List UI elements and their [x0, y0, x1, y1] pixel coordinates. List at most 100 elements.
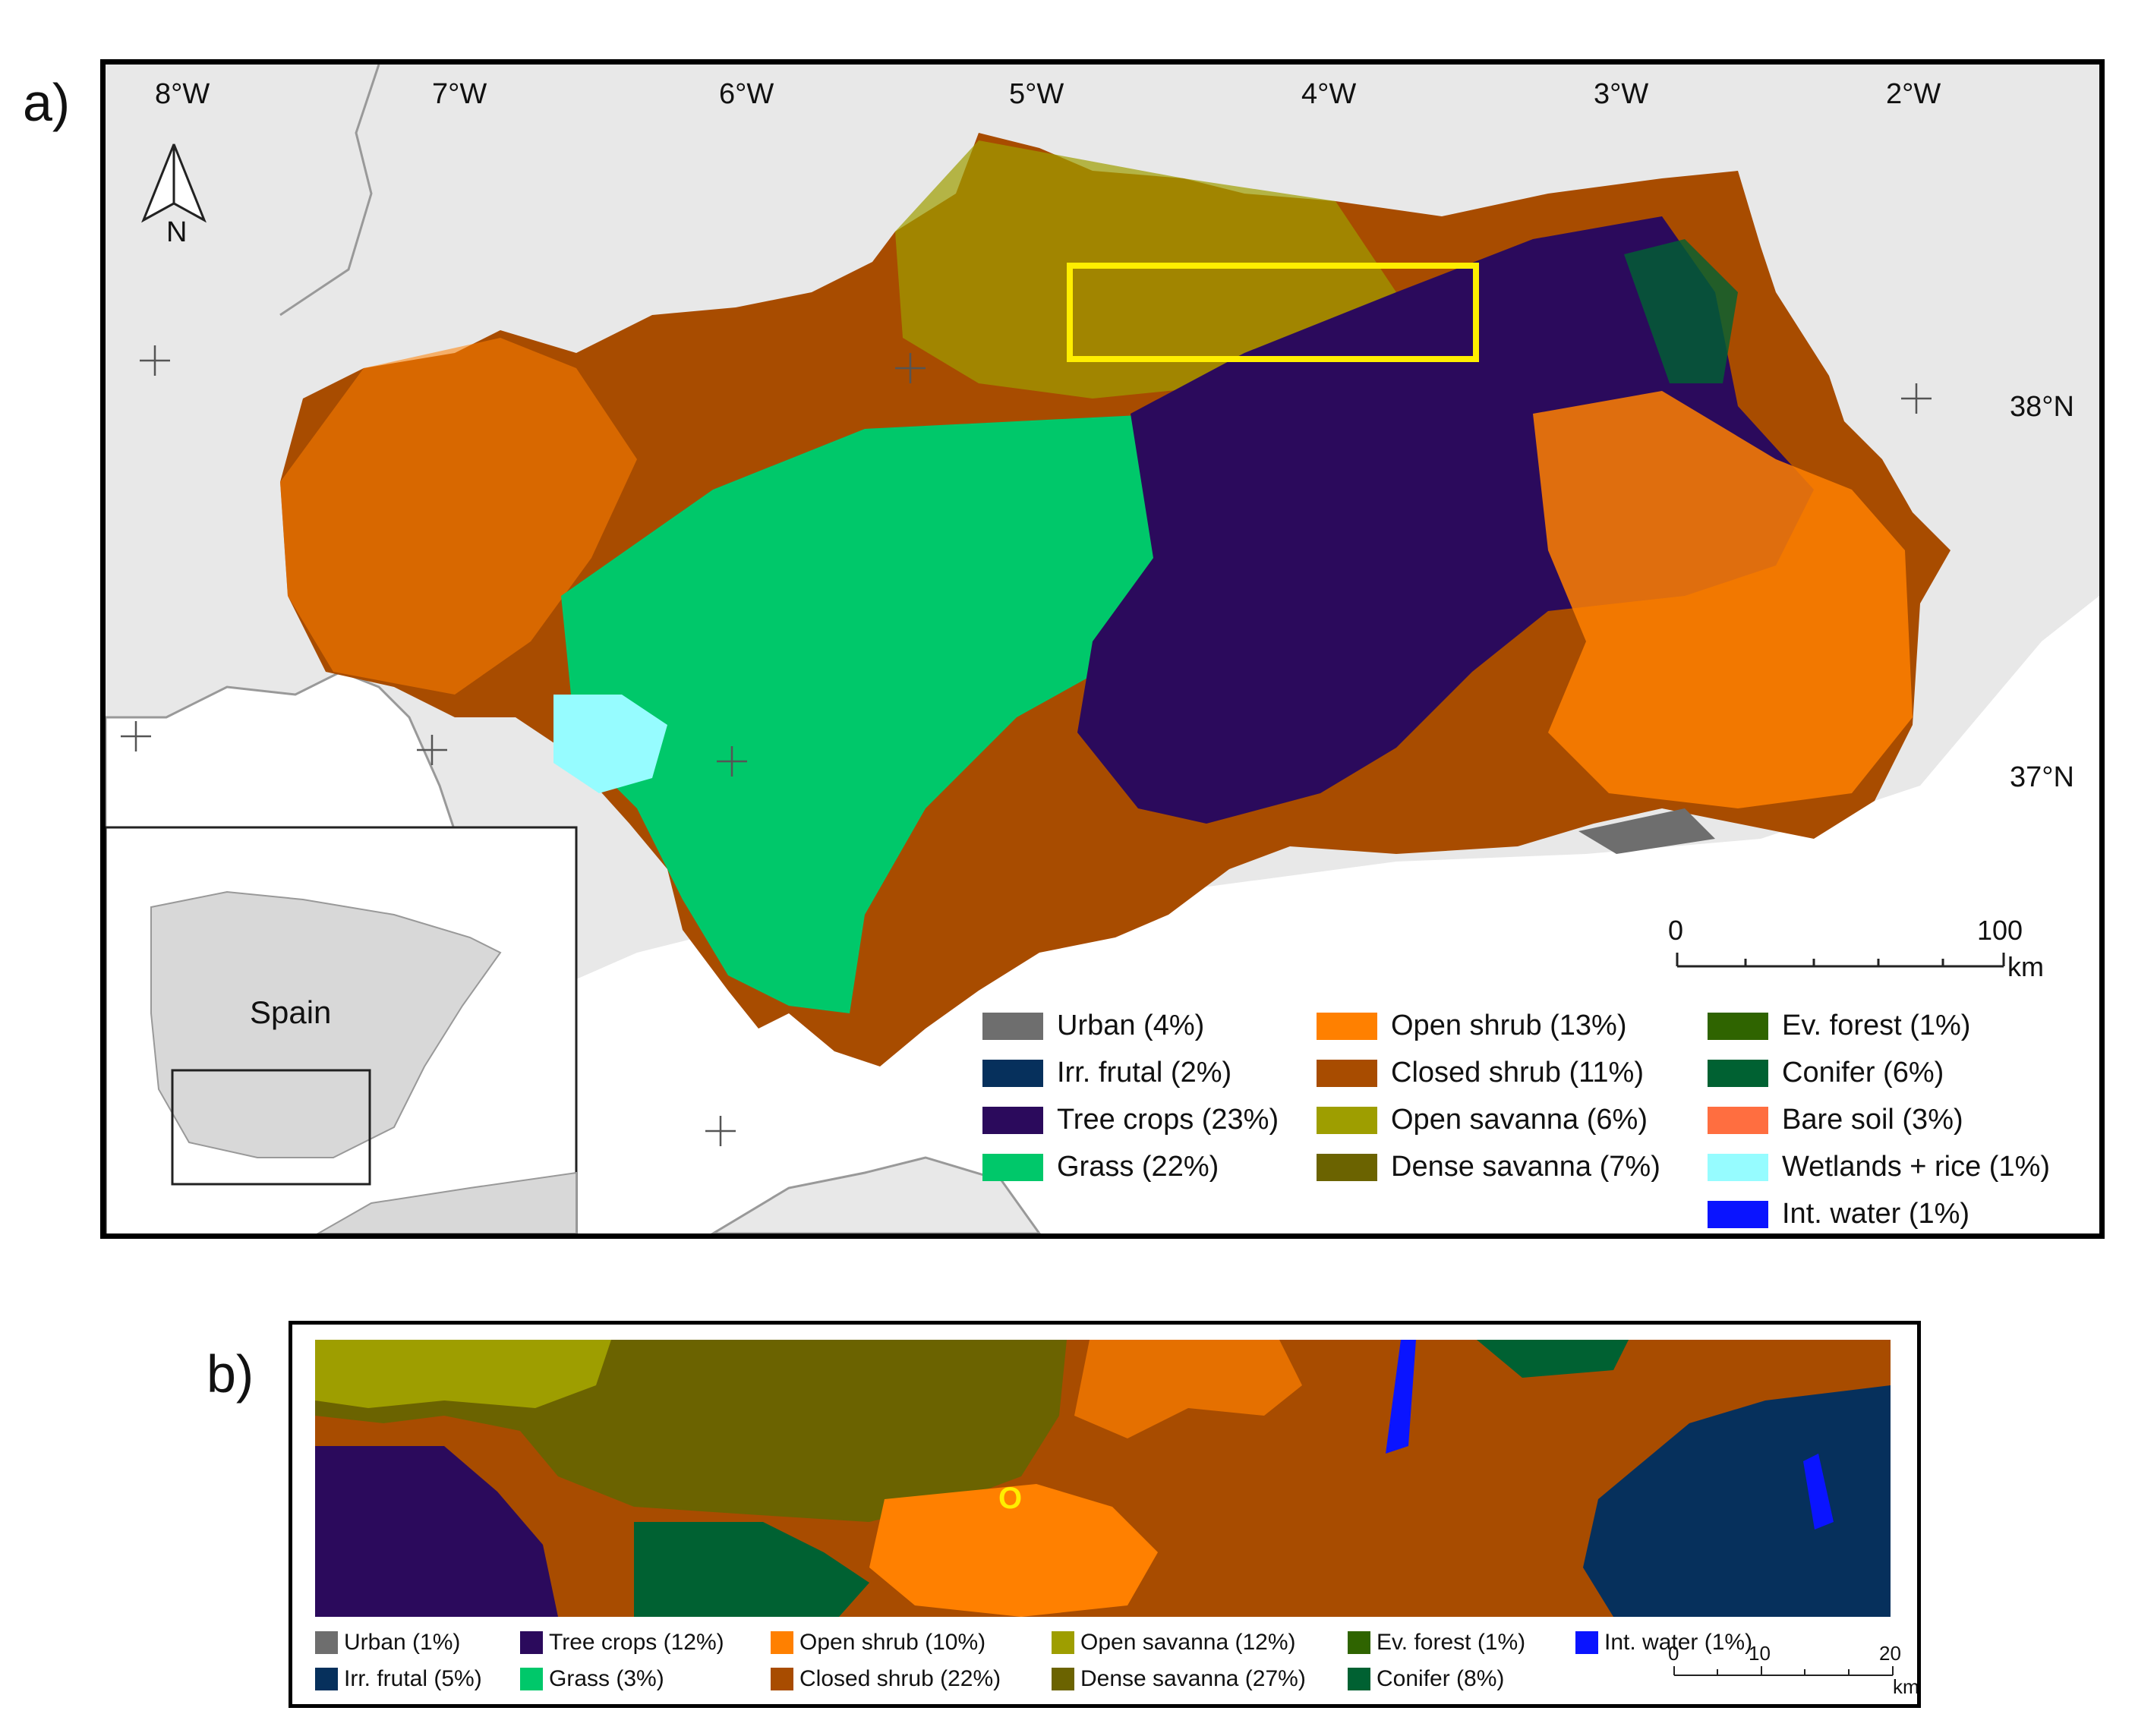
north-arrow-icon: [141, 143, 207, 223]
region-conifer-ne: [1624, 239, 1738, 383]
legend-a-item: Bare soil (3%): [1708, 1104, 1963, 1136]
legend-a-item: Irr. frutal (2%): [982, 1057, 1231, 1089]
b-open-savanna-nw: [315, 1340, 611, 1408]
legend-label: Int. water (1%): [1604, 1630, 1753, 1655]
legend-label: Grass (22%): [1057, 1151, 1219, 1183]
legend-b-item: Open savanna (12%): [1052, 1630, 1296, 1656]
study-point-marker: O: [998, 1482, 1023, 1515]
africa-coast: [711, 1156, 1041, 1233]
legend-swatch: [1708, 1200, 1768, 1228]
map-panel-b: O Urban (1%) Tree crops (12%) Open shrub…: [289, 1321, 1921, 1708]
legend-a-item: Open shrub (13%): [1317, 1010, 1627, 1042]
b-irr-frutal-e: [1583, 1385, 1891, 1617]
legend-swatch: [1708, 1012, 1768, 1040]
legend-b-item: Dense savanna (27%): [1052, 1666, 1306, 1692]
lat-label-38N: 38°N: [2010, 391, 2074, 423]
scale-a-unit: km: [2007, 951, 2044, 982]
b-open-shrub-mid: [869, 1484, 1158, 1617]
legend-label: Bare soil (3%): [1782, 1104, 1963, 1136]
lon-label-7W: 7°W: [432, 78, 487, 110]
legend-label: Tree crops (12%): [549, 1630, 724, 1655]
region-wetlands: [553, 695, 667, 793]
region-open-shrub-east: [1533, 391, 1913, 808]
b-water-line: [1386, 1340, 1416, 1454]
legend-label: Closed shrub (22%): [799, 1666, 1001, 1691]
legend-label: Ev. forest (1%): [1782, 1010, 1971, 1041]
b-water-line-2: [1803, 1454, 1834, 1530]
study-area-box: [1067, 263, 1479, 362]
legend-label: Ev. forest (1%): [1377, 1630, 1526, 1655]
scale-a-end: 100: [1977, 915, 2023, 946]
map-panel-a: 8°W 7°W 6°W 5°W 4°W 3°W 2°W 38°N 37°N N …: [100, 59, 2105, 1239]
scale-b-0: 0: [1668, 1642, 1679, 1665]
graticule-crosses: [121, 345, 1932, 1146]
legend-label: Grass (3%): [549, 1666, 664, 1691]
b-scale-bar: [1673, 1666, 1894, 1676]
legend-swatch: [1317, 1059, 1377, 1087]
legend-swatch: [315, 1631, 338, 1654]
portugal-border-line: [279, 65, 380, 317]
region-grass: [561, 414, 1199, 1013]
legend-swatch: [520, 1631, 543, 1654]
legend-label: Open savanna (6%): [1391, 1104, 1648, 1136]
legend-a-item: Urban (4%): [982, 1010, 1204, 1042]
map-b-canvas: [315, 1340, 1894, 1676]
legend-a-item: Conifer (6%): [1708, 1057, 1944, 1089]
region-open-savanna: [895, 140, 1396, 399]
lon-label-2W: 2°W: [1886, 78, 1941, 110]
region-open-shrub: [280, 338, 637, 695]
legend-label: Conifer (6%): [1782, 1057, 1944, 1089]
legend-b-item: Int. water (1%): [1575, 1630, 1752, 1656]
legend-a-item: Tree crops (23%): [982, 1104, 1279, 1136]
lat-label-37N: 37°N: [2010, 761, 2074, 793]
legend-swatch: [520, 1668, 543, 1690]
legend-swatch: [1052, 1631, 1074, 1654]
legend-label: Irr. frutal (5%): [344, 1666, 482, 1691]
legend-swatch: [1708, 1106, 1768, 1134]
b-conifer-mid: [634, 1522, 869, 1617]
lon-label-4W: 4°W: [1301, 78, 1357, 110]
legend-label: Wetlands + rice (1%): [1782, 1151, 2051, 1183]
legend-a-item: Closed shrub (11%): [1317, 1057, 1644, 1089]
legend-a-item: Dense savanna (7%): [1317, 1151, 1660, 1183]
legend-swatch: [1317, 1012, 1377, 1040]
scale-a-start: 0: [1668, 915, 1684, 946]
north-label: N: [166, 216, 188, 248]
legend-swatch: [1348, 1668, 1370, 1690]
scale-b-20: 20: [1879, 1642, 1901, 1665]
legend-b-item: Urban (1%): [315, 1630, 460, 1656]
region-urban-coast: [1578, 808, 1715, 854]
legend-swatch: [982, 1106, 1043, 1134]
panel-b-label: b): [207, 1344, 254, 1404]
legend-label: Urban (4%): [1057, 1010, 1205, 1041]
legend-b-item: Irr. frutal (5%): [315, 1666, 482, 1692]
lon-label-6W: 6°W: [719, 78, 774, 110]
legend-b-item: Closed shrub (22%): [771, 1666, 1001, 1692]
panel-a-label: a): [23, 73, 71, 132]
legend-label: Dense savanna (27%): [1080, 1666, 1306, 1691]
legend-label: Closed shrub (11%): [1391, 1057, 1645, 1089]
lon-label-3W: 3°W: [1594, 78, 1649, 110]
inset-label-spain: Spain: [250, 994, 332, 1030]
legend-b-item: Ev. forest (1%): [1348, 1630, 1525, 1656]
region-tree-crops: [1077, 216, 1814, 824]
legend-a-item: Grass (22%): [982, 1151, 1219, 1183]
legend-a-item: Ev. forest (1%): [1708, 1010, 1970, 1042]
b-tree-crops-w: [315, 1446, 558, 1617]
legend-a-item: Wetlands + rice (1%): [1708, 1151, 2050, 1183]
legend-a-item: Int. water (1%): [1708, 1198, 1969, 1230]
legend-label: Open shrub (10%): [799, 1630, 986, 1655]
legend-label: Conifer (8%): [1377, 1666, 1505, 1691]
scale-bar-a: [1676, 953, 2005, 968]
legend-swatch: [982, 1012, 1043, 1040]
inset-iberia-shape: [150, 890, 502, 1158]
scale-b-10: 10: [1749, 1642, 1771, 1665]
legend-label: Urban (1%): [344, 1630, 461, 1655]
legend-swatch: [1317, 1106, 1377, 1134]
mediterranean-sea: [500, 596, 2099, 1233]
legend-label: Tree crops (23%): [1057, 1104, 1279, 1136]
legend-swatch: [1708, 1153, 1768, 1181]
legend-swatch: [771, 1631, 793, 1654]
inset-andalusia-box: [171, 1069, 371, 1186]
inset-africa: [316, 1171, 577, 1233]
